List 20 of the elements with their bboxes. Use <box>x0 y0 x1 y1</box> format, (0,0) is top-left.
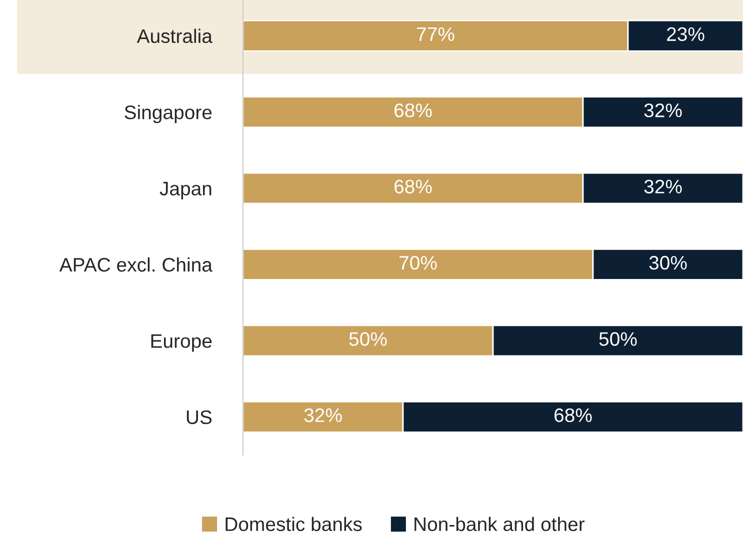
data-label: 32% <box>304 408 342 422</box>
legend-label: Domestic banks <box>226 516 362 532</box>
data-label: 23% <box>667 27 704 42</box>
data-label: 68% <box>394 103 432 118</box>
y-tick-label: Singapore <box>124 104 212 124</box>
legend-label: Non-bank and other <box>414 516 585 532</box>
y-tick-label: APAC excl. China <box>59 257 212 272</box>
y-tick-label: Australia <box>136 28 212 44</box>
data-label: 32% <box>644 180 682 194</box>
data-label: 50% <box>349 332 387 346</box>
data-label: 68% <box>394 180 432 194</box>
data-label: 68% <box>554 408 592 422</box>
data-label: 32% <box>644 103 682 118</box>
data-label: 70% <box>400 256 437 270</box>
data-label: 30% <box>649 256 687 270</box>
y-tick-label: Japan <box>160 182 212 200</box>
y-tick-label: Europe <box>151 334 212 352</box>
data-label: 50% <box>599 332 637 346</box>
data-label: 77% <box>417 27 454 41</box>
y-tick-label: US <box>186 410 212 424</box>
